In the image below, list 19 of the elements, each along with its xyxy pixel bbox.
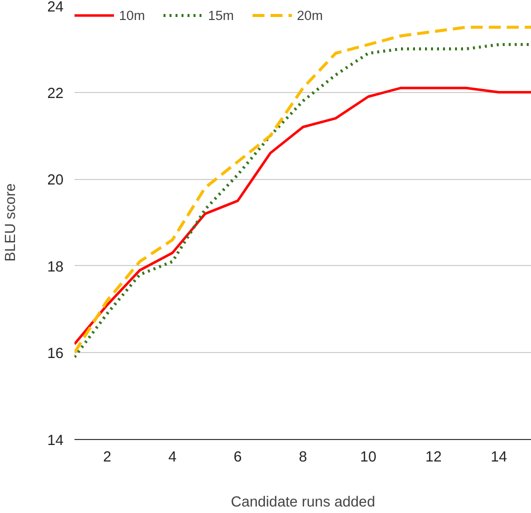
legend-label: 10m <box>119 8 145 22</box>
x-tick-label: 6 <box>234 450 242 466</box>
y-tick-label: 16 <box>47 346 64 362</box>
x-tick-label: 12 <box>425 450 442 466</box>
x-tick-label: 2 <box>103 450 112 466</box>
y-axis-title: BLEU score <box>3 183 20 262</box>
y-tick-label: 24 <box>47 0 64 16</box>
x-tick-label: 8 <box>298 450 308 466</box>
line-series <box>74 86 531 346</box>
y-tick-label: 18 <box>47 259 64 276</box>
legend-label: 15m <box>208 8 234 22</box>
y-tick-label: 14 <box>47 433 64 449</box>
x-tick-label: 14 <box>490 450 508 466</box>
x-tick-label: 4 <box>168 450 177 466</box>
x-axis-title: Candidate runs added <box>230 494 376 510</box>
x-tick-label: 10 <box>360 450 376 466</box>
y-tick-label: 22 <box>47 86 64 102</box>
y-tick-label: 20 <box>47 172 64 189</box>
legend-label: 20m <box>296 8 323 22</box>
